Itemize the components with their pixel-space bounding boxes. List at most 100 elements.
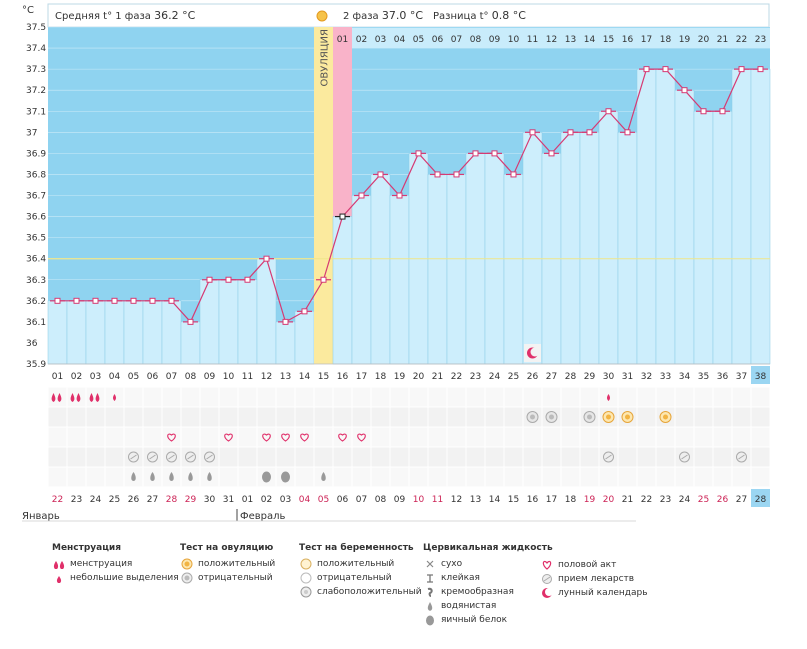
spotting-drop-icon xyxy=(113,394,116,401)
symbol-cell xyxy=(200,387,219,407)
temperature-point xyxy=(719,108,726,115)
ovulation-test-center xyxy=(606,414,611,420)
y-tick-label: 37.4 xyxy=(26,44,46,54)
temperature-column xyxy=(275,321,296,365)
pill-icon-line xyxy=(738,454,745,460)
legend-item-menstruation: менструация xyxy=(52,557,179,571)
temperature-point xyxy=(263,255,270,262)
symbol-cell xyxy=(314,427,333,447)
pill-icon-line xyxy=(149,454,156,460)
menstruation-drop-icon xyxy=(89,393,94,402)
temperature-column xyxy=(617,132,638,365)
cycle-day-label: 03 xyxy=(90,372,101,382)
symbol-cell xyxy=(257,447,276,467)
y-tick-label: 37.5 xyxy=(26,23,46,33)
legend-label: водянистая xyxy=(441,601,497,611)
symbol-cell xyxy=(561,467,580,487)
legend-label: сухо xyxy=(441,559,463,569)
date-label: 03 xyxy=(280,495,291,505)
watery-drop-icon xyxy=(131,472,136,481)
symbol-cell xyxy=(181,427,200,447)
symbol-cell xyxy=(371,427,390,447)
current-day-box xyxy=(751,366,770,384)
symbol-cell xyxy=(523,387,542,407)
temperature-column xyxy=(674,89,695,365)
symbol-cell xyxy=(371,387,390,407)
date-label: 27 xyxy=(736,495,747,505)
symbol-cell xyxy=(675,467,694,487)
legend-label: небольшие выделения xyxy=(70,573,179,583)
symbol-cell xyxy=(48,407,67,427)
symbol-cell xyxy=(713,447,732,467)
cycle-day-label: 06 xyxy=(147,372,159,382)
symbol-cell xyxy=(295,427,314,447)
legend-item-eggwhite: яичный белок xyxy=(423,613,553,627)
cycle-day-label: 27 xyxy=(546,372,557,382)
symbol-cell xyxy=(352,467,371,487)
symbol-cell xyxy=(276,407,295,427)
symbol-cell xyxy=(675,407,694,427)
legend-ovulation-test: Тест на овуляцию положительный отрицател… xyxy=(180,543,275,585)
symbol-cell xyxy=(694,447,713,467)
symbol-cell xyxy=(447,427,466,447)
symbol-cell xyxy=(504,467,523,487)
symbol-cell xyxy=(105,467,124,487)
legend-item-creamy: кремообразная xyxy=(423,585,553,599)
symbol-cell xyxy=(390,387,409,407)
y-tick-label: 35.9 xyxy=(26,360,46,370)
phase2-day-label: 17 xyxy=(641,35,652,45)
symbol-cell xyxy=(352,387,371,407)
symbol-cell xyxy=(352,427,371,447)
symbol-cell xyxy=(314,447,333,467)
date-label: 26 xyxy=(128,495,140,505)
pill-icon-line xyxy=(187,454,194,460)
date-label: 01 xyxy=(242,495,253,505)
symbol-cell xyxy=(105,427,124,447)
symbol-cell xyxy=(580,427,599,447)
cycle-day-label: 02 xyxy=(71,372,82,382)
temperature-point xyxy=(434,171,441,178)
symbol-cell xyxy=(428,387,447,407)
date-label: 08 xyxy=(375,495,387,505)
symbol-cell xyxy=(694,407,713,427)
symbol-cell xyxy=(143,427,162,447)
phase2-day-label: 04 xyxy=(394,35,406,45)
symbol-cell xyxy=(523,427,542,447)
symbol-cell xyxy=(713,467,732,487)
temperature-column xyxy=(560,132,581,365)
symbol-cell xyxy=(219,447,238,467)
phase2-day-label: 19 xyxy=(679,35,691,45)
symbol-cell xyxy=(181,387,200,407)
temperature-point xyxy=(206,276,213,283)
pregnancy-negative-icon xyxy=(300,572,312,584)
symbol-cell xyxy=(751,427,770,447)
symbol-cell xyxy=(542,427,561,447)
symbol-cell xyxy=(219,407,238,427)
symbol-cell xyxy=(751,447,770,467)
temperature-point xyxy=(681,87,688,94)
temperature-point xyxy=(111,297,118,304)
menstruation-drop-icon xyxy=(57,393,62,402)
symbol-cell xyxy=(390,467,409,487)
symbol-cell xyxy=(162,387,181,407)
phase2-day-label: 07 xyxy=(451,35,462,45)
temperature-column xyxy=(237,279,258,365)
cycle-day-label: 28 xyxy=(565,372,577,382)
y-tick-label: 37.3 xyxy=(26,65,46,75)
symbol-cell xyxy=(656,427,675,447)
pregnancy-positive-icon xyxy=(300,558,312,570)
symbol-cell xyxy=(485,407,504,427)
symbol-cell xyxy=(656,387,675,407)
date-label: 21 xyxy=(622,495,633,505)
temperature-point xyxy=(415,150,422,157)
cycle-day-label: 13 xyxy=(280,372,291,382)
symbol-cell xyxy=(656,447,675,467)
legend-item-ovulation-positive: положительный xyxy=(180,557,275,571)
cycle-day-label: 07 xyxy=(166,372,177,382)
cycle-day-label: 25 xyxy=(508,372,519,382)
temperature-point xyxy=(510,171,517,178)
temperature-column xyxy=(180,321,201,365)
temperature-column xyxy=(123,300,144,365)
symbol-cell xyxy=(352,447,371,467)
symbol-cell xyxy=(390,447,409,467)
